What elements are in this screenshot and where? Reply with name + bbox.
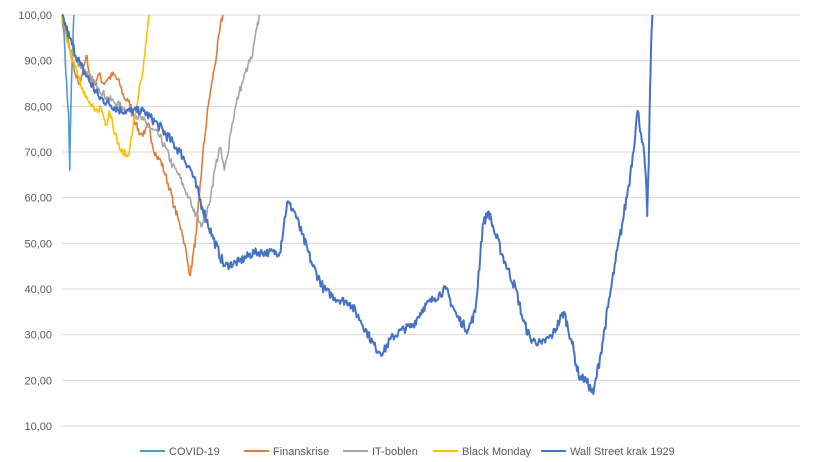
gridlines	[62, 14, 800, 427]
y-tick-label: 100,00	[18, 10, 52, 22]
series-line	[61, 14, 224, 277]
y-axis-tick-labels: 10,00 20,00 30,00 40,00 50,00 60,00 70,00 80,00…	[18, 10, 52, 433]
y-tick-label: 90,00	[24, 56, 52, 68]
y-tick-label: 40,00	[24, 284, 52, 296]
series-line	[61, 14, 150, 158]
y-tick-label: 60,00	[24, 193, 52, 205]
series-line	[61, 14, 75, 172]
series-lines	[61, 14, 654, 396]
legend-label: COVID-19	[169, 446, 220, 458]
y-tick-label: 70,00	[24, 147, 52, 159]
legend-label: IT-boblen	[372, 446, 418, 458]
y-tick-label: 20,00	[24, 375, 52, 387]
legend-label: Wall Street krak 1929	[570, 446, 675, 458]
legend-label: Finanskrise	[273, 446, 329, 458]
legend: COVID-19 Finanskrise IT-boblen Black Monday…	[140, 446, 675, 458]
y-tick-label: 10,00	[24, 421, 52, 433]
y-tick-label: 80,00	[24, 101, 52, 113]
y-tick-label: 30,00	[24, 330, 52, 342]
legend-label: Black Monday	[462, 446, 532, 458]
series-line	[61, 14, 261, 228]
y-tick-label: 50,00	[24, 238, 52, 250]
series-line	[61, 14, 654, 396]
